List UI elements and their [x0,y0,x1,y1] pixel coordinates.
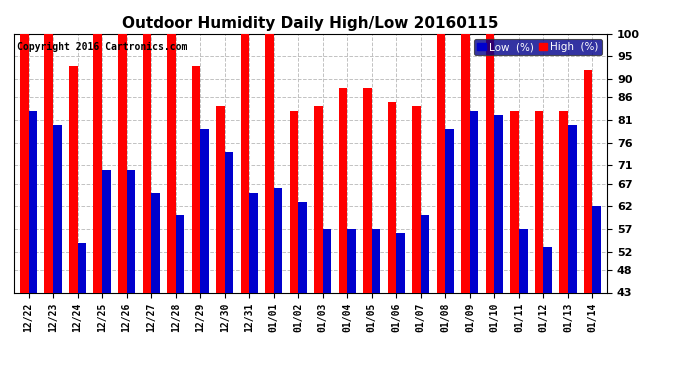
Bar [200,129,209,292]
Bar [20,34,28,292]
Bar [495,116,503,292]
Bar [314,106,323,292]
Bar [126,170,135,292]
Bar [437,34,445,292]
Bar [560,111,568,292]
Bar [544,247,552,292]
Bar [363,88,372,292]
Bar [53,124,61,292]
Bar [421,215,429,292]
Bar [167,34,176,292]
Bar [462,34,470,292]
Bar [298,202,307,292]
Bar [568,124,577,292]
Title: Outdoor Humidity Daily High/Low 20160115: Outdoor Humidity Daily High/Low 20160115 [122,16,499,31]
Bar [93,34,102,292]
Bar [412,106,421,292]
Bar [102,170,110,292]
Bar [593,206,601,292]
Bar [274,188,282,292]
Bar [396,234,405,292]
Bar [151,193,159,292]
Bar [44,34,53,292]
Bar [143,34,151,292]
Bar [176,215,184,292]
Bar [388,102,396,292]
Bar [118,34,126,292]
Bar [339,88,347,292]
Bar [486,34,495,292]
Bar [77,243,86,292]
Bar [225,152,233,292]
Bar [470,111,478,292]
Bar [347,229,356,292]
Bar [372,229,380,292]
Bar [241,34,249,292]
Bar [535,111,544,292]
Bar [265,34,274,292]
Text: Copyright 2016 Cartronics.com: Copyright 2016 Cartronics.com [17,42,187,51]
Bar [511,111,519,292]
Bar [192,66,200,292]
Bar [323,229,331,292]
Bar [216,106,225,292]
Bar [519,229,528,292]
Bar [28,111,37,292]
Bar [69,66,77,292]
Bar [584,70,593,292]
Bar [445,129,454,292]
Bar [249,193,258,292]
Legend: Low  (%), High  (%): Low (%), High (%) [474,39,602,55]
Bar [290,111,298,292]
